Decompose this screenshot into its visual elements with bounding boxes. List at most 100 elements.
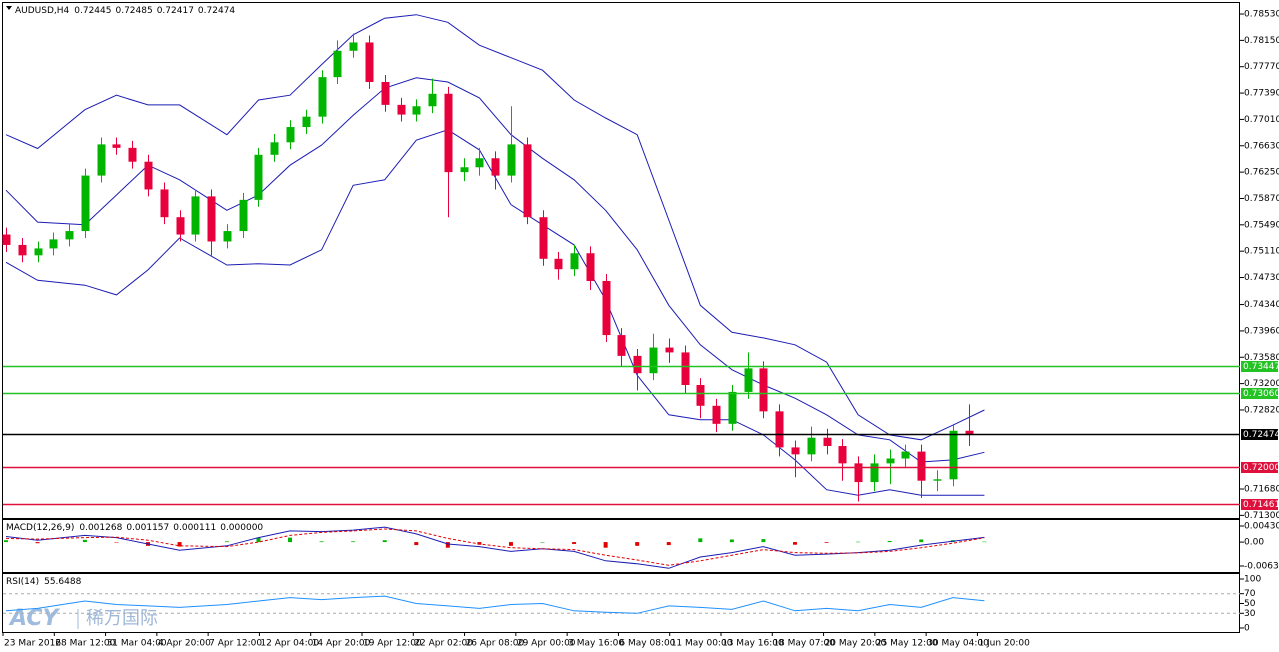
candle-body [318, 77, 327, 117]
y-tick-label: 70 [1244, 589, 1256, 599]
x-tick-label: 29 Apr 00:00 [517, 639, 576, 649]
y-tick-label: 30 [1244, 609, 1256, 619]
macd-histogram-bar [603, 542, 608, 548]
y-tick-label: 0.73580 [1244, 353, 1279, 363]
candle-body [965, 430, 974, 435]
macd-histogram-bar [540, 542, 545, 543]
macd-histogram-bar [256, 537, 261, 543]
y-tick-label: 0.74340 [1244, 300, 1279, 310]
macd-histogram-bar [382, 540, 387, 543]
price-level-label: 0.72000 [1243, 463, 1279, 473]
x-tick-label: 25 May 12:00 [876, 639, 938, 649]
x-tick-label: 26 Apr 08:00 [466, 639, 525, 649]
candle-body [949, 430, 958, 480]
panel-title: RSI(14) [6, 577, 39, 587]
candle-body [254, 154, 263, 200]
macd-histogram-bar [82, 539, 87, 543]
candle-body [539, 217, 548, 259]
x-tick-label: 13 May 16:00 [722, 639, 784, 649]
macd-line [5, 526, 985, 569]
y-tick-label: 0.75870 [1244, 194, 1279, 204]
macd-histogram-bar [288, 537, 293, 543]
candle-body [901, 451, 910, 459]
x-tick-label: 31 Mar 04:00 [107, 639, 167, 649]
price-level-box [1241, 429, 1278, 440]
candle-body [97, 144, 106, 176]
price-level-label: 0.71461 [1243, 500, 1279, 510]
candle-body [807, 437, 816, 455]
x-tick-label: 14 Apr 20:00 [312, 639, 371, 649]
y-tick-label: 0.77010 [1244, 115, 1279, 125]
y-tick-label: 0.72820 [1244, 405, 1279, 415]
candle-body [381, 81, 390, 105]
x-tick-label: 6 May 08:00 [619, 639, 675, 649]
macd-histogram-bar [666, 542, 671, 546]
candle-body [491, 158, 500, 176]
candle-body [239, 199, 248, 232]
panel-title: MACD(12,26,9) [6, 523, 74, 533]
candle-body [286, 127, 295, 143]
watermark-cn: 稀万国际 [86, 608, 158, 629]
panel-header: AUDUSD,H4 0.72445 0.72485 0.72417 0.72474 [15, 6, 235, 16]
x-tick-label: 7 Apr 12:00 [209, 639, 262, 649]
x-tick-label: 22 Apr 02:00 [414, 639, 473, 649]
y-tick-label: 0.75110 [1244, 247, 1279, 257]
panel-title: AUDUSD,H4 [15, 6, 70, 16]
rsi-line [5, 595, 985, 614]
macd-histogram-bar [224, 541, 229, 543]
x-tick-label: 18 May 07:00 [773, 639, 835, 649]
candle-body [2, 234, 11, 245]
price-level-label: 0.73447 [1243, 362, 1279, 372]
candle-body [728, 391, 737, 424]
header-value: 0.72474 [198, 6, 235, 16]
x-tick-label: 3 May 16:00 [568, 639, 624, 649]
candle-body [365, 42, 374, 82]
y-tick-label: 0 [1244, 623, 1250, 633]
candle-body [144, 161, 153, 190]
candle-body [460, 167, 469, 173]
candle-body [112, 144, 121, 148]
rsi-panel [2, 573, 1240, 633]
candle-body [775, 411, 784, 448]
macd-histogram-bar [414, 542, 419, 546]
macd-histogram-bar [445, 542, 450, 548]
candle-body [523, 144, 532, 218]
macd-line [5, 528, 985, 566]
candle-body [302, 116, 311, 128]
y-tick-label: 0.78530 [1244, 10, 1279, 20]
header-value: 0.72445 [74, 6, 111, 16]
x-tick-label: 23 Mar 2016 [4, 639, 61, 649]
macd-histogram-bar [319, 541, 324, 543]
macd-histogram-bar [351, 541, 356, 543]
macd-histogram-bar [824, 542, 829, 543]
panel-header: MACD(12,26,9) 0.001268 0.001157 0.000111 0.0… [6, 523, 263, 533]
y-tick-label: 0.75490 [1244, 220, 1279, 230]
price-level-box [1241, 361, 1278, 372]
candle-body [696, 385, 705, 406]
y-tick-label: 100 [1244, 574, 1261, 584]
candle-body [854, 463, 863, 483]
macd-histogram-bar [793, 542, 798, 545]
header-value: 0.72417 [157, 6, 194, 16]
x-tick-label: 28 Mar 12:00 [55, 639, 115, 649]
candle-body [34, 248, 43, 256]
candle-body [917, 451, 926, 481]
dropdown-icon [6, 6, 12, 10]
y-tick-label: 0.76250 [1244, 168, 1279, 178]
macd-histogram-bar [3, 540, 8, 543]
macd-histogram-bar [887, 540, 892, 543]
candle-body [444, 93, 453, 173]
candle-body [665, 347, 674, 353]
x-tick-label: 12 Apr 04:00 [260, 639, 319, 649]
macd-histogram-bar [477, 542, 482, 545]
y-tick-label: 50 [1244, 599, 1256, 609]
x-tick-label: 19 Apr 12:00 [363, 639, 422, 649]
candle-body [617, 335, 626, 356]
candle-body [475, 158, 484, 168]
x-tick-label: 11 May 00:00 [671, 639, 733, 649]
candle-body [18, 244, 27, 256]
y-tick-label: 0.77390 [1244, 89, 1279, 99]
y-tick-label: -0.006393 [1244, 561, 1279, 571]
candle-body [570, 253, 579, 270]
